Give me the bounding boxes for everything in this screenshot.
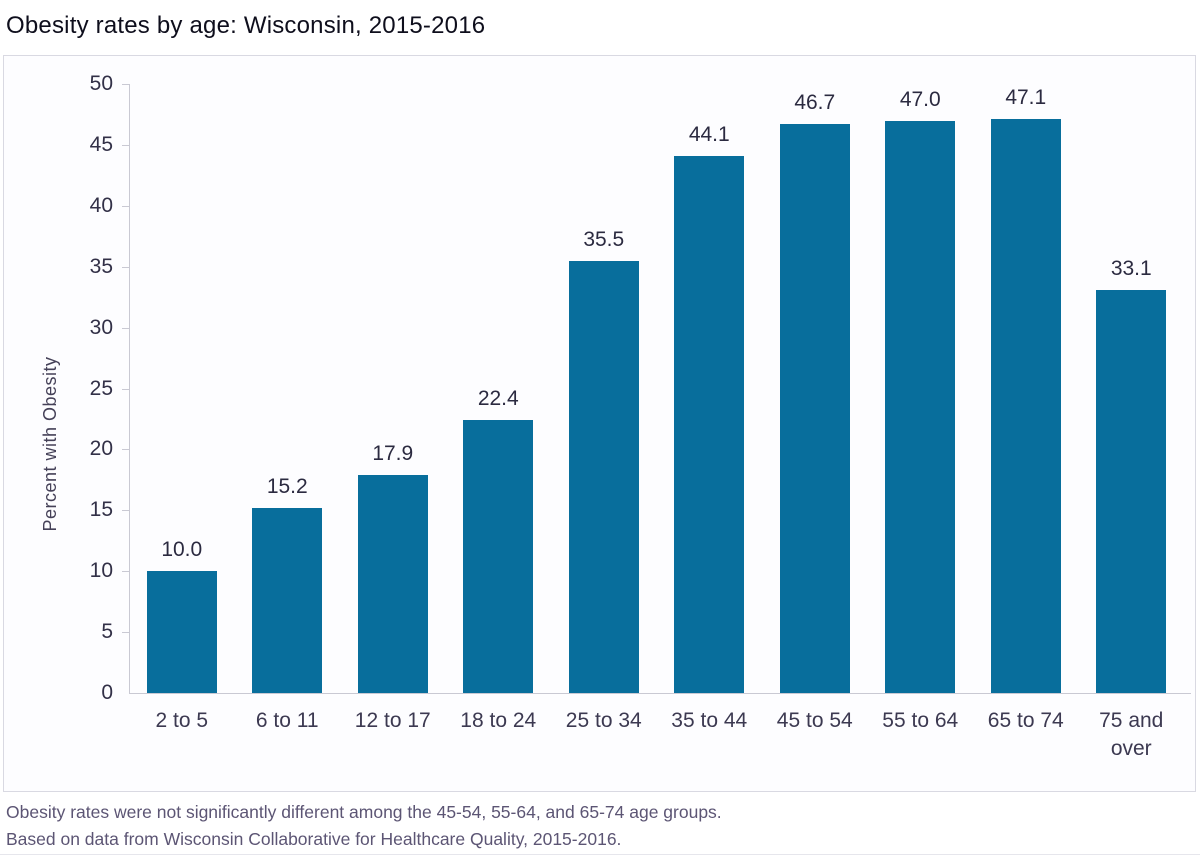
bar-value-label: 46.7 bbox=[794, 91, 836, 115]
y-tick-mark bbox=[122, 571, 129, 573]
y-tick-mark bbox=[122, 84, 129, 85]
bar bbox=[779, 124, 850, 693]
y-tick-label: 45 bbox=[89, 132, 113, 156]
bar-value-label: 33.1 bbox=[1110, 256, 1152, 280]
bar-value-label: 22.4 bbox=[477, 387, 519, 411]
y-tick-label: 20 bbox=[89, 437, 113, 461]
bar-value-label: 44.1 bbox=[688, 122, 730, 146]
bar bbox=[568, 260, 639, 693]
y-tick-label: 10 bbox=[89, 559, 113, 583]
bar bbox=[990, 119, 1061, 693]
x-category-label: 6 to 11 bbox=[255, 709, 319, 732]
bar bbox=[252, 507, 323, 693]
bar-value-label: 47.0 bbox=[899, 87, 941, 111]
x-category-label: 12 to 17 bbox=[354, 709, 431, 732]
y-tick-mark bbox=[122, 632, 129, 634]
y-tick-mark bbox=[122, 144, 129, 146]
y-tick-mark bbox=[122, 510, 129, 512]
chart-title: Obesity rates by age: Wisconsin, 2015-20… bbox=[6, 12, 486, 39]
bar bbox=[1096, 289, 1167, 693]
bar-value-label: 15.2 bbox=[266, 474, 308, 498]
bottom-divider bbox=[0, 854, 1200, 855]
bar bbox=[674, 155, 745, 693]
footnote-source: Based on data from Wisconsin Collaborati… bbox=[6, 829, 622, 849]
x-category-label: 75 and over bbox=[1099, 709, 1164, 760]
footnote-significance: Obesity rates were not significantly dif… bbox=[6, 802, 722, 822]
y-tick-mark bbox=[122, 449, 129, 451]
y-tick-mark bbox=[122, 388, 129, 390]
bar-value-label: 47.1 bbox=[1005, 86, 1047, 110]
x-category-label: 65 to 74 bbox=[987, 709, 1064, 732]
y-tick-label: 25 bbox=[89, 376, 113, 400]
y-tick-mark bbox=[122, 327, 129, 329]
y-tick-mark bbox=[122, 266, 129, 268]
y-tick-label: 5 bbox=[101, 620, 113, 644]
bar-value-label: 10.0 bbox=[161, 538, 203, 562]
bar bbox=[463, 420, 534, 693]
x-category-label: 45 to 54 bbox=[776, 709, 853, 732]
y-tick-label: 30 bbox=[89, 315, 113, 339]
x-axis-line bbox=[129, 693, 1191, 694]
bar-value-label: 17.9 bbox=[372, 441, 414, 465]
y-tick-mark bbox=[122, 205, 129, 207]
x-category-label: 18 to 24 bbox=[460, 709, 537, 732]
y-tick-label: 50 bbox=[89, 72, 113, 95]
y-tick-label: 15 bbox=[89, 498, 113, 522]
x-category-label: 2 to 5 bbox=[155, 709, 209, 732]
y-tick-label: 35 bbox=[89, 254, 113, 278]
x-category-label: 55 to 64 bbox=[882, 709, 959, 732]
bar bbox=[357, 474, 428, 693]
bar bbox=[885, 120, 956, 693]
y-tick-label: 0 bbox=[101, 681, 113, 704]
chart-plot-area: Percent with Obesity 0 5 10 15 20 25 30 35 40 45 5… bbox=[3, 55, 1196, 792]
x-category-label: 35 to 44 bbox=[671, 709, 748, 732]
y-axis-line bbox=[129, 84, 130, 693]
y-tick-label: 40 bbox=[89, 193, 113, 217]
x-category-label: 25 to 34 bbox=[565, 709, 642, 732]
bar bbox=[146, 571, 217, 693]
bar-value-label: 35.5 bbox=[583, 227, 625, 251]
